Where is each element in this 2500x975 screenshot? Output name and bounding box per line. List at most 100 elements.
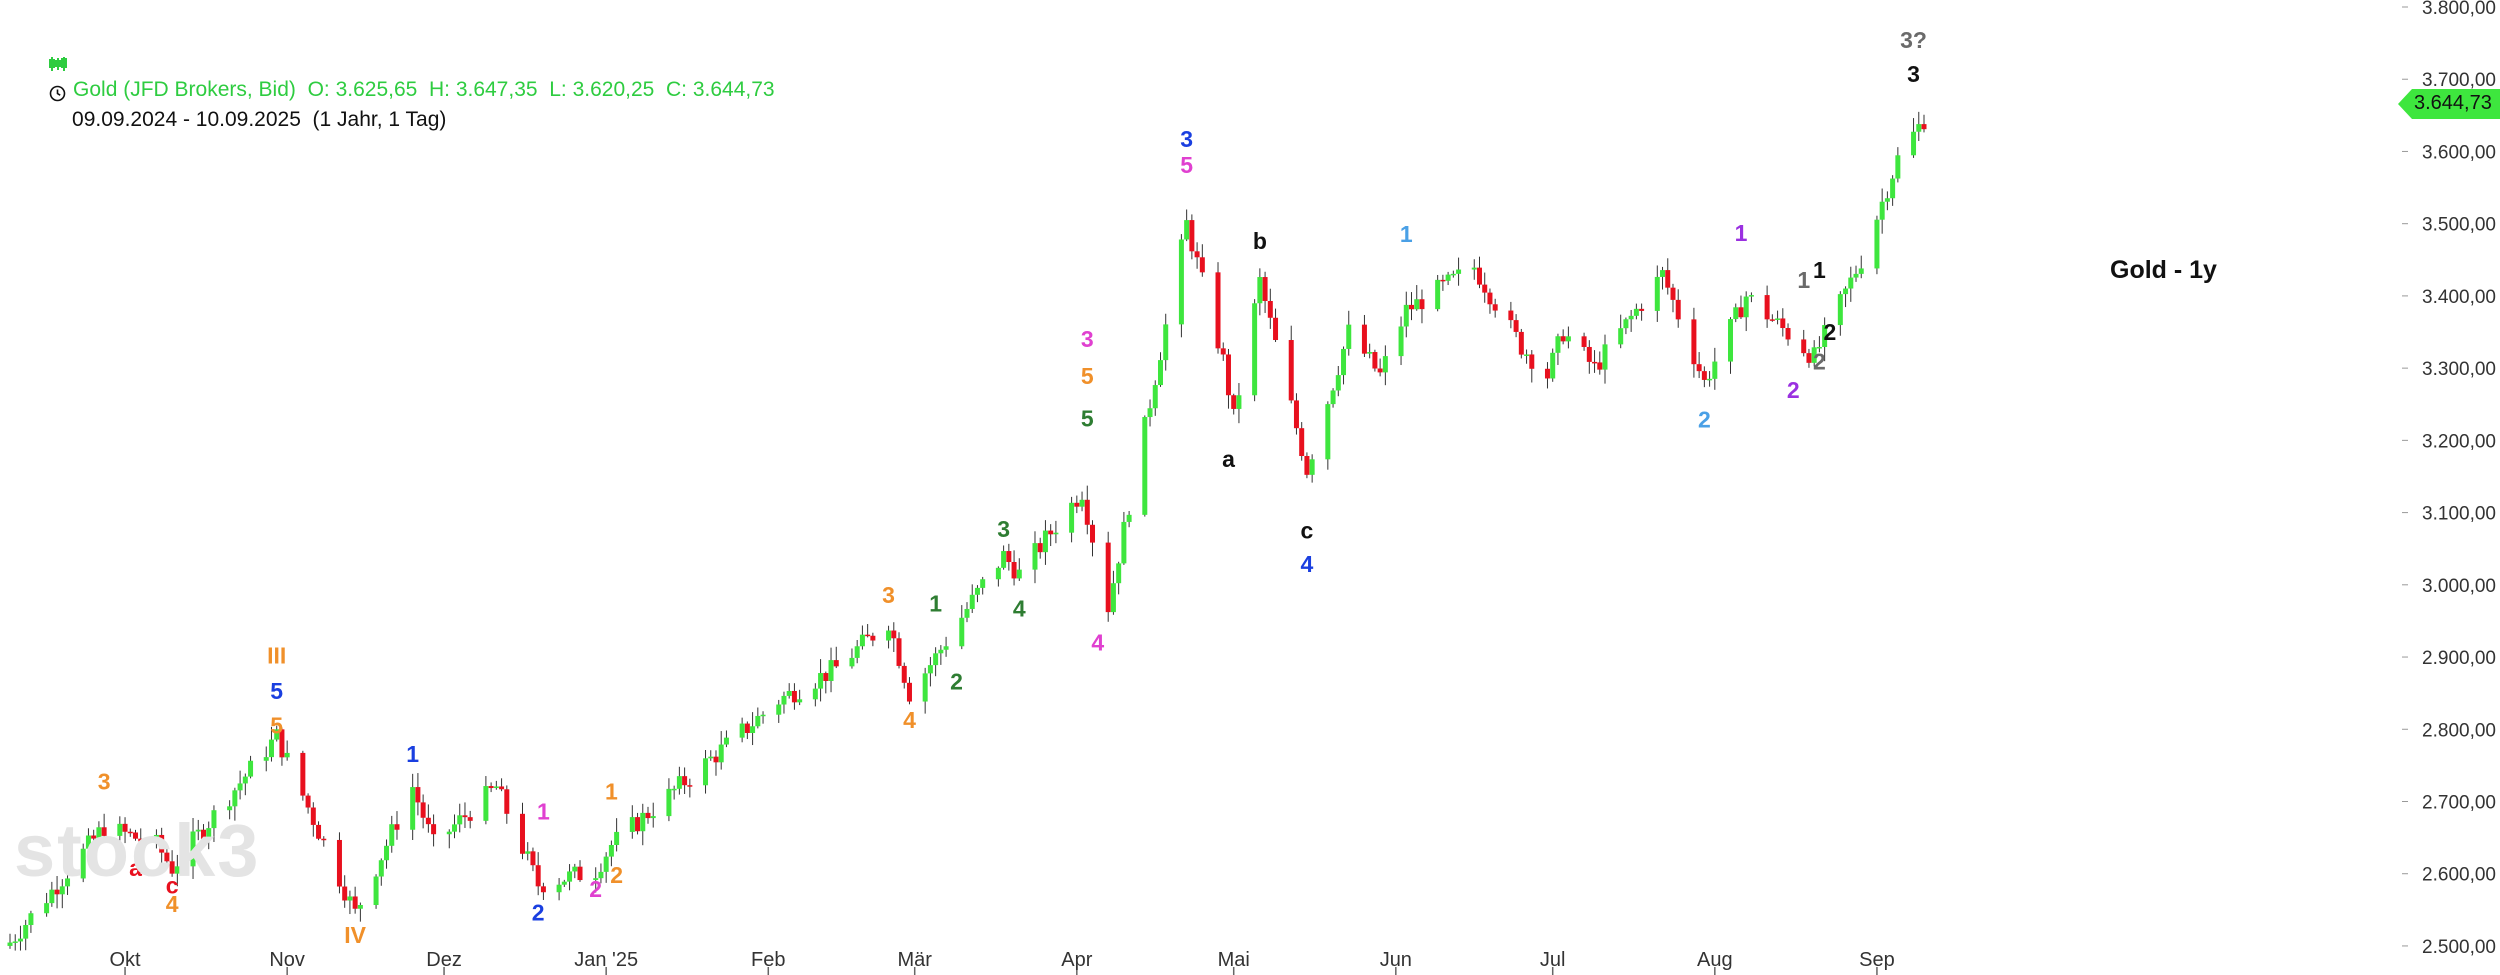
candle-body (1921, 124, 1927, 130)
candle-body (1194, 251, 1200, 258)
candle-body (535, 865, 541, 887)
candle-body (567, 871, 573, 882)
candle-body (159, 834, 165, 853)
candle-body (1529, 354, 1535, 369)
candle-body (1848, 277, 1854, 289)
candle-body (1163, 324, 1169, 361)
candle-body (1785, 328, 1791, 340)
wave-label: 4 (1013, 596, 1026, 622)
candle-body (300, 752, 306, 796)
x-tick-label: Jul (1540, 949, 1566, 971)
wave-label: 1 (1813, 257, 1826, 283)
candle-body (1403, 304, 1409, 327)
candle-body (1597, 362, 1603, 370)
candle-body (1565, 336, 1571, 342)
candle-body (211, 810, 217, 829)
wave-label: 3 (1081, 326, 1094, 352)
candle-body (1293, 400, 1299, 429)
wave-label: a (1222, 446, 1235, 472)
y-tick-label: 3.700,00 (2422, 70, 2496, 91)
wave-label: 3 (1180, 126, 1193, 152)
candle-body (540, 886, 546, 893)
candle-body (12, 941, 18, 943)
candle-body (859, 634, 865, 647)
candle-body (1032, 543, 1038, 570)
candle-body (28, 913, 34, 926)
candle-body (603, 856, 609, 872)
candle-body (1916, 124, 1922, 132)
candle-body (1691, 319, 1697, 365)
candle-body (336, 839, 342, 887)
candle-body (1806, 353, 1812, 363)
candle-body (556, 884, 562, 893)
candle-body (1738, 307, 1744, 318)
candle-body (974, 587, 980, 595)
candle-body (357, 904, 363, 909)
candle-body (1874, 219, 1880, 269)
candle-body (1890, 178, 1896, 199)
candle-body (1414, 299, 1420, 310)
candle-body (410, 787, 416, 830)
wave-label: 4 (166, 891, 179, 917)
candle-body (718, 744, 724, 763)
candle-body (865, 634, 871, 637)
candle-body (1001, 551, 1007, 568)
candle-body (1006, 551, 1012, 563)
candle-body (279, 729, 285, 758)
candle-body (352, 896, 358, 909)
candle-body (1184, 220, 1190, 240)
wave-label: 1 (1797, 267, 1810, 293)
wave-label: c (166, 872, 179, 898)
y-tick-label: 2.600,00 (2422, 865, 2496, 886)
candle-body (1382, 356, 1388, 373)
wave-label: 3 (1907, 61, 1920, 87)
candle-body (1273, 317, 1279, 341)
wave-label: b (1253, 228, 1267, 254)
candle-body (1895, 155, 1901, 179)
candle-body (980, 579, 986, 588)
candle-body (577, 866, 583, 881)
candle-body (1660, 270, 1666, 277)
candle-body (1361, 324, 1367, 354)
candle-body (1419, 299, 1425, 310)
candle-body (1513, 320, 1519, 332)
candle-body (572, 866, 578, 872)
candle-body (1780, 318, 1786, 329)
candle-body (394, 824, 400, 830)
candle-body (1090, 524, 1096, 543)
candle-body (174, 866, 180, 874)
candle-body (1822, 325, 1828, 347)
candle-body (791, 690, 797, 703)
candle-body (927, 665, 933, 674)
candle-body (1728, 319, 1734, 362)
candle-body (1267, 300, 1273, 318)
candle-body (650, 816, 656, 819)
candle-body (823, 673, 829, 681)
candle-body (1801, 339, 1807, 354)
y-tick-label: 3.200,00 (2422, 431, 2496, 452)
candle-body (122, 823, 128, 832)
wave-label: 1 (537, 799, 550, 825)
candle-body (1670, 287, 1676, 300)
wave-label: 2 (1813, 349, 1826, 375)
candle-body (671, 788, 677, 791)
candle-body (1843, 288, 1849, 295)
candle-body (462, 815, 468, 818)
candle-body (1911, 131, 1917, 156)
candle-body (96, 827, 102, 839)
x-tick-label: Okt (109, 949, 141, 971)
candle-body (614, 831, 620, 845)
candle-body (1236, 395, 1242, 409)
candle-body (1220, 348, 1226, 355)
candle-body (44, 903, 50, 914)
date-range-text: 09.09.2024 - 10.09.2025 (1 Jahr, 1 Tag) (72, 108, 447, 131)
candle-body (1707, 378, 1713, 381)
wave-label: a (129, 855, 142, 881)
candle-body (1178, 239, 1184, 325)
candle-body (1372, 352, 1378, 369)
candle-body (263, 757, 269, 761)
candle-body (457, 815, 463, 825)
candle-body (1079, 499, 1085, 507)
candle-body (467, 817, 473, 821)
